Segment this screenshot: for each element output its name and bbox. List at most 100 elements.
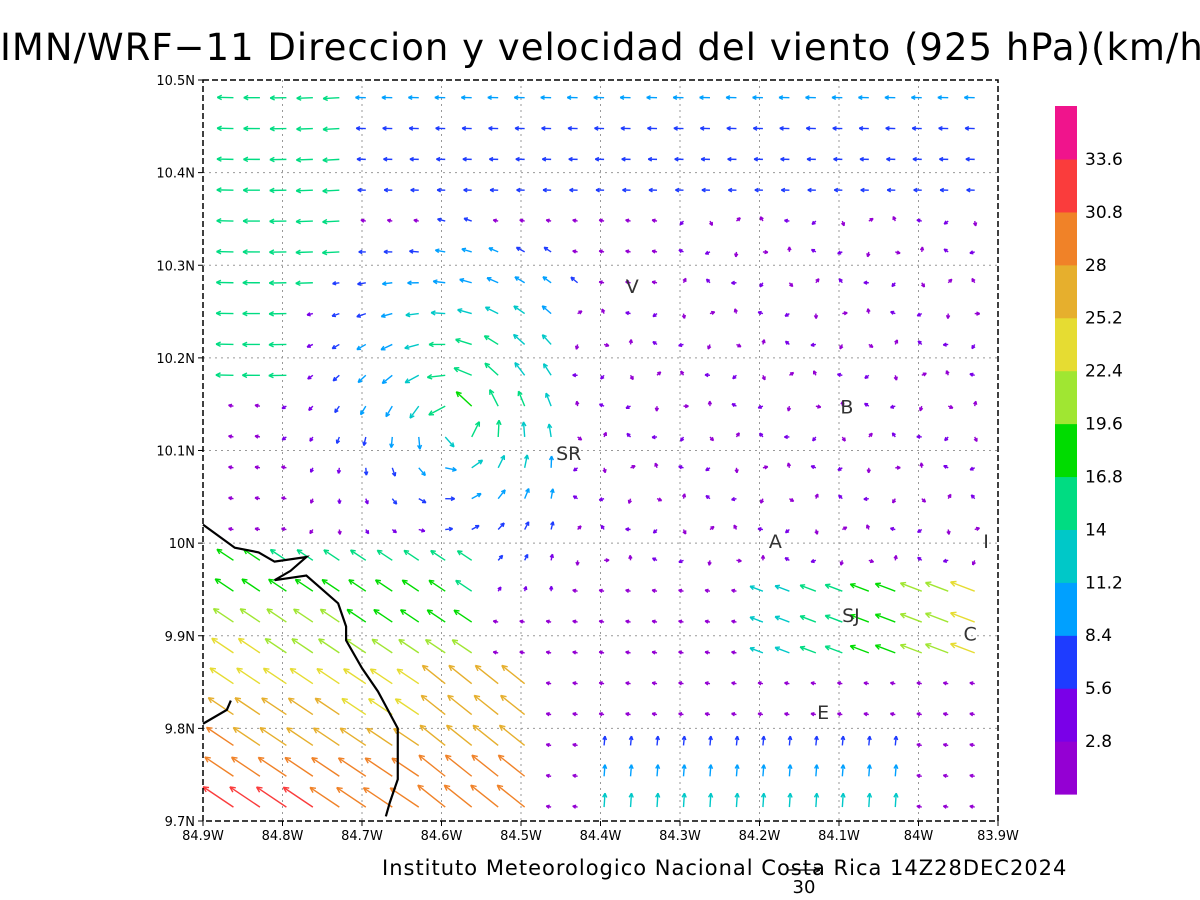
wind-vector — [674, 156, 684, 162]
wind-vector-head — [651, 218, 656, 223]
wind-vector — [496, 784, 526, 808]
wind-vector-head — [787, 764, 793, 769]
wind-vector-head — [924, 612, 932, 619]
colorbar-label: 25.2 — [1085, 309, 1123, 329]
wind-vector — [779, 125, 790, 131]
wind-vector — [501, 664, 526, 685]
wind-vector-shaft — [417, 784, 446, 808]
wind-vector-head — [679, 221, 684, 226]
wind-vector — [625, 527, 631, 532]
wind-vector — [540, 95, 552, 101]
wind-vector-head — [912, 156, 917, 162]
wind-vector-shaft — [338, 757, 367, 777]
wind-vector — [332, 374, 340, 382]
wind-vector-shaft — [321, 579, 340, 592]
wind-vector — [358, 249, 366, 255]
wind-vector — [625, 218, 631, 223]
wind-vector-head — [761, 339, 766, 344]
peninsula-path — [202, 700, 232, 725]
wind-vector-head — [832, 125, 837, 131]
wind-vector — [598, 497, 605, 502]
wind-vector — [675, 187, 684, 193]
wind-vector-head — [646, 95, 651, 101]
wind-vector — [295, 187, 313, 194]
wind-vector-head — [500, 694, 507, 702]
wind-vector-shaft — [788, 764, 792, 777]
wind-vector — [752, 95, 763, 101]
wind-vector — [463, 217, 472, 222]
wind-vector-head — [310, 499, 315, 504]
x-tick-label: 83.9W — [977, 829, 1019, 844]
wind-vector-shaft — [294, 578, 314, 592]
wind-vector — [332, 281, 340, 286]
wind-vector-head — [817, 404, 822, 409]
wind-vector-shaft — [376, 549, 393, 561]
wind-vector — [628, 555, 633, 561]
wind-vector — [364, 757, 393, 777]
wind-vector — [484, 306, 499, 315]
wind-vector-shaft — [488, 247, 499, 253]
wind-vector-shaft — [524, 488, 530, 499]
wind-vector-shaft — [762, 764, 765, 777]
wind-vector — [971, 560, 976, 566]
wind-vector-head — [549, 488, 555, 494]
wind-vector-shaft — [799, 615, 817, 623]
wind-vector — [312, 727, 340, 746]
wind-vector-shaft — [405, 312, 419, 316]
wind-vector-shaft — [513, 334, 526, 345]
wind-vector-shaft — [894, 793, 897, 808]
wind-vector-head — [575, 561, 580, 566]
wind-vector-shaft — [444, 436, 455, 448]
wind-vector-head — [625, 712, 630, 717]
wind-vector-head — [268, 310, 275, 317]
wind-vector-head — [863, 280, 868, 285]
wind-vector — [760, 555, 766, 561]
wind-vector-head — [628, 735, 634, 741]
wind-vector — [973, 400, 978, 407]
wind-vector — [784, 557, 790, 562]
wind-vector-shaft — [709, 793, 712, 808]
wind-vector — [228, 403, 234, 408]
wind-vector — [833, 187, 843, 193]
wind-vector-head — [266, 608, 273, 615]
wind-vector-shaft — [366, 727, 393, 746]
wind-vector — [681, 792, 687, 808]
wind-vector-head — [942, 681, 947, 686]
wind-vector-head — [451, 639, 459, 646]
wind-vector-head — [754, 187, 759, 193]
wind-vector — [545, 712, 552, 717]
wind-vector — [595, 187, 605, 193]
wind-vector — [309, 467, 314, 473]
wind-vector — [654, 462, 659, 469]
wind-vector-head — [450, 496, 456, 502]
wind-vector-head — [316, 667, 323, 675]
wind-vector — [937, 95, 949, 101]
wind-vector-head — [309, 468, 314, 473]
wind-vector — [778, 95, 790, 101]
wind-vector — [322, 249, 340, 256]
wind-vector — [497, 489, 506, 500]
wind-vector-head — [849, 582, 856, 589]
wind-vector-head — [950, 580, 957, 587]
wind-vector-head — [492, 650, 497, 655]
wind-vector-head — [625, 681, 630, 686]
wind-vector-head — [366, 727, 373, 734]
wind-vector-head — [269, 187, 275, 194]
wind-vector — [630, 464, 636, 470]
wind-vector-head — [943, 464, 948, 469]
wind-vector-head — [969, 250, 974, 255]
wind-vector — [890, 310, 896, 315]
wind-vector — [295, 218, 313, 225]
wind-vector — [492, 650, 499, 655]
wind-vector — [603, 342, 610, 348]
wind-vector-head — [945, 370, 950, 375]
wind-vector — [500, 694, 526, 716]
wind-vector-head — [362, 441, 367, 446]
wind-vector — [456, 550, 473, 561]
wind-vector-shaft — [485, 306, 499, 315]
wind-vector-head — [512, 333, 519, 340]
wind-vector — [569, 187, 578, 193]
wind-vector-head — [949, 404, 954, 409]
wind-vector — [964, 125, 975, 131]
wind-vector-shaft — [295, 251, 313, 254]
